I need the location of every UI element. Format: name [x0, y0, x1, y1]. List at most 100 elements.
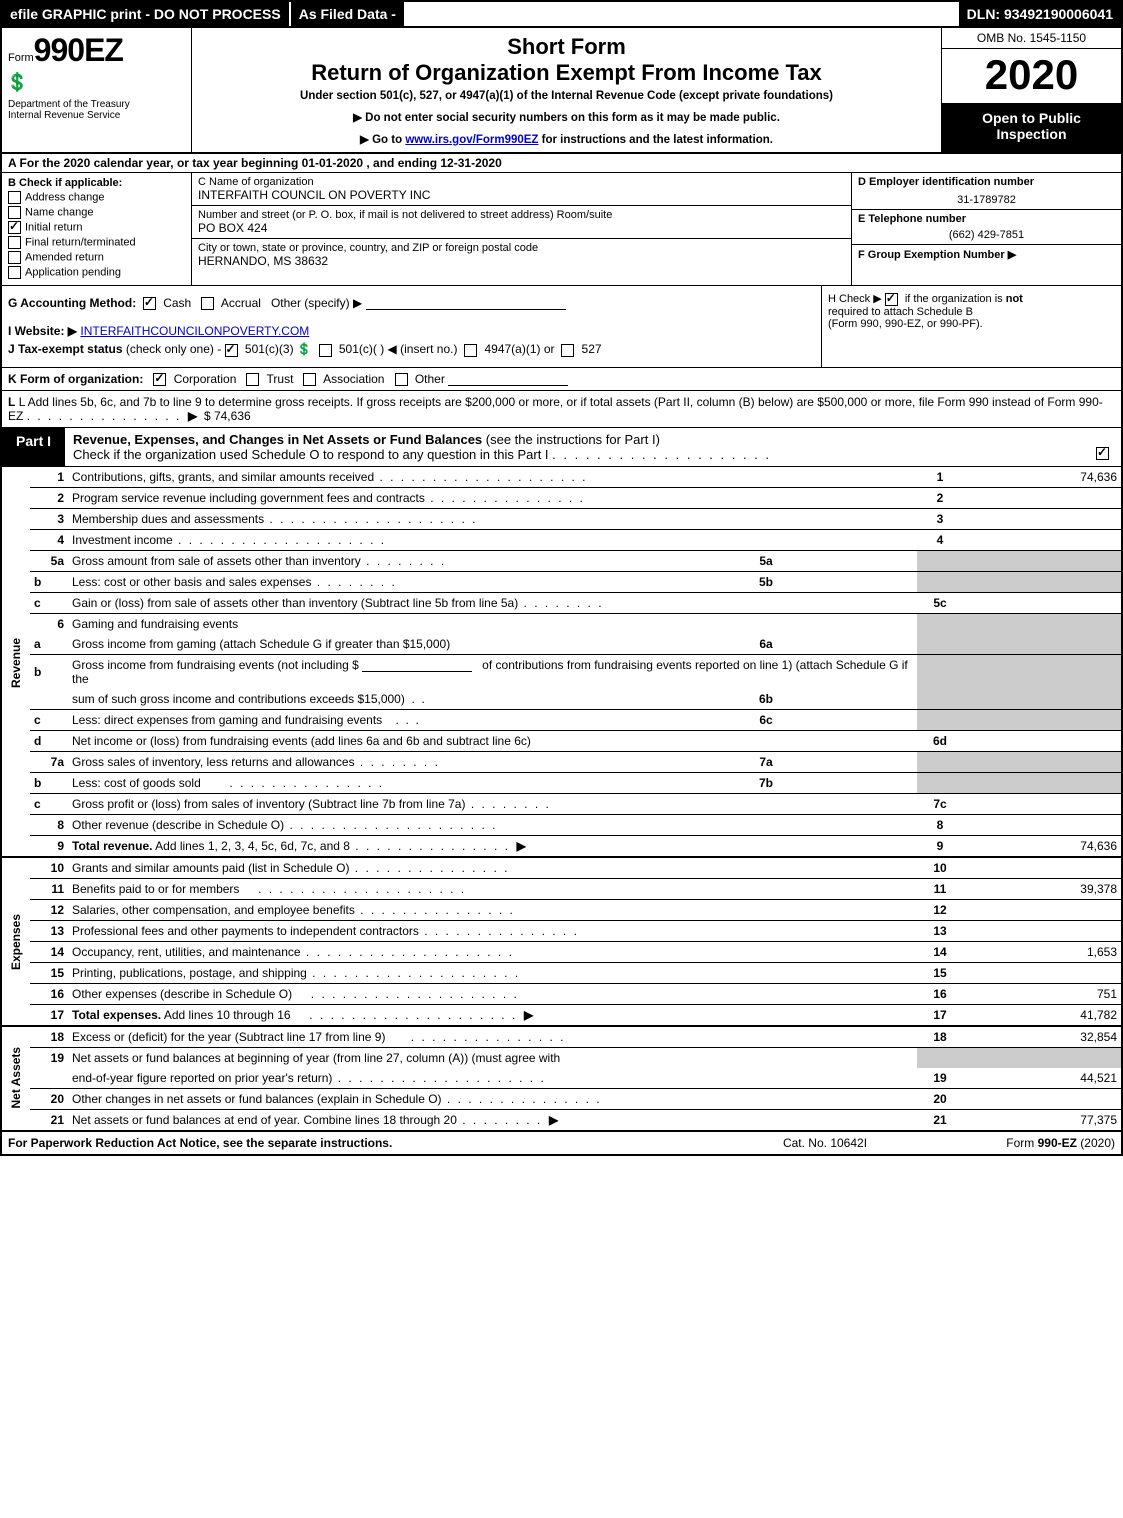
- side-revenue: Revenue: [2, 467, 30, 857]
- val-18: 32,854: [963, 1026, 1121, 1048]
- 6b-blank[interactable]: [362, 659, 472, 672]
- chk-final-return[interactable]: Final return/terminated: [8, 236, 185, 249]
- val-16: 751: [963, 983, 1121, 1004]
- line-5b: b Less: cost or other basis and sales ex…: [2, 571, 1121, 592]
- short-form-title: Short Form: [202, 34, 931, 60]
- top-bar: efile GRAPHIC print - DO NOT PROCESS As …: [2, 2, 1121, 28]
- irs-seal-icon: 💲: [6, 72, 28, 93]
- line-4: 4 Investment income 4: [2, 529, 1121, 550]
- k-other-blank[interactable]: [448, 373, 568, 386]
- h-text4: (Form 990, 990-EZ, or 990-PF).: [828, 318, 983, 330]
- row-ghij: G Accounting Method: Cash Accrual Other …: [2, 286, 1121, 368]
- l-arrow: ▶: [188, 409, 197, 423]
- chk-501c[interactable]: [319, 344, 332, 357]
- line-1: Revenue 1 Contributions, gifts, grants, …: [2, 467, 1121, 488]
- line-7a: 7a Gross sales of inventory, less return…: [2, 751, 1121, 772]
- col-c-org: C Name of organization INTERFAITH COUNCI…: [192, 173, 851, 285]
- d-group: F Group Exemption Number ▶: [852, 245, 1121, 264]
- h-not: not: [1006, 293, 1023, 305]
- dept-treasury: Department of the Treasury: [8, 99, 185, 110]
- chk-app-pending[interactable]: Application pending: [8, 266, 185, 279]
- g-line: G Accounting Method: Cash Accrual Other …: [8, 296, 815, 310]
- chk-corp[interactable]: [153, 373, 166, 386]
- part1-table: Revenue 1 Contributions, gifts, grants, …: [2, 467, 1121, 1131]
- h-text1: H Check ▶: [828, 293, 885, 305]
- line-6b-1: b Gross income from fundraising events (…: [2, 654, 1121, 689]
- line-3: 3 Membership dues and assessments 3: [2, 508, 1121, 529]
- chk-trust[interactable]: [246, 373, 259, 386]
- header-left: Form990EZ 💲 Department of the Treasury I…: [2, 28, 192, 152]
- l-value: $ 74,636: [204, 409, 251, 423]
- side-netassets: Net Assets: [2, 1026, 30, 1131]
- part1-title-block: Revenue, Expenses, and Changes in Net As…: [65, 428, 1121, 466]
- omb-number: OMB No. 1545-1150: [942, 28, 1121, 49]
- c-city-value: HERNANDO, MS 38632: [198, 254, 845, 268]
- goto-pre: ▶ Go to: [360, 134, 405, 146]
- c-city: City or town, state or province, country…: [192, 239, 851, 271]
- chk-amended[interactable]: Amended return: [8, 251, 185, 264]
- g-other-blank[interactable]: [366, 297, 566, 310]
- irs-link[interactable]: www.irs.gov/Form990EZ: [405, 134, 538, 146]
- line-8: 8 Other revenue (describe in Schedule O)…: [2, 814, 1121, 835]
- chk-527[interactable]: [561, 344, 574, 357]
- ghij-left: G Accounting Method: Cash Accrual Other …: [2, 286, 821, 367]
- d-tel-value: (662) 429-7851: [858, 229, 1115, 241]
- d-tel: E Telephone number (662) 429-7851: [852, 210, 1121, 245]
- ssn-warning: ▶ Do not enter social security numbers o…: [202, 110, 931, 124]
- chk-address-change[interactable]: Address change: [8, 191, 185, 204]
- h-box: H Check ▶ if the organization is not req…: [821, 286, 1121, 367]
- header-center: Short Form Return of Organization Exempt…: [192, 28, 941, 152]
- line-17: 17 Total expenses. Add lines 10 through …: [2, 1004, 1121, 1026]
- line-12: 12 Salaries, other compensation, and emp…: [2, 899, 1121, 920]
- part1-title: Revenue, Expenses, and Changes in Net As…: [73, 432, 482, 447]
- d-ein: D Employer identification number 31-1789…: [852, 173, 1121, 210]
- i-website-link[interactable]: INTERFAITHCOUNCILONPOVERTY.COM: [80, 324, 309, 338]
- entity-block: B Check if applicable: Address change Na…: [2, 173, 1121, 286]
- col-d: D Employer identification number 31-1789…: [851, 173, 1121, 285]
- row-l: L L Add lines 5b, 6c, and 7b to line 9 t…: [2, 391, 1121, 428]
- topbar-dln: DLN: 93492190006041: [959, 2, 1121, 26]
- chk-other-org[interactable]: [395, 373, 408, 386]
- chk-assoc[interactable]: [303, 373, 316, 386]
- header-right: OMB No. 1545-1150 2020 Open to Public In…: [941, 28, 1121, 152]
- val-9: 74,636: [963, 835, 1121, 857]
- chk-501c3[interactable]: [225, 344, 238, 357]
- website-line: ▶ Go to www.irs.gov/Form990EZ for instru…: [202, 132, 931, 146]
- chk-cash[interactable]: [143, 297, 156, 310]
- chk-name-change[interactable]: Name change: [8, 206, 185, 219]
- line-19a: 19 Net assets or fund balances at beginn…: [2, 1047, 1121, 1068]
- chk-4947[interactable]: [464, 344, 477, 357]
- j-label: J Tax-exempt status: [8, 342, 123, 356]
- form-subtitle: Under section 501(c), 527, or 4947(a)(1)…: [202, 90, 931, 102]
- c-name: C Name of organization INTERFAITH COUNCI…: [192, 173, 851, 206]
- topbar-efile: efile GRAPHIC print - DO NOT PROCESS: [2, 2, 289, 26]
- val-14: 1,653: [963, 941, 1121, 962]
- chk-h[interactable]: [885, 293, 898, 306]
- line-20: 20 Other changes in net assets or fund b…: [2, 1088, 1121, 1109]
- form-prefix: Form: [8, 52, 34, 64]
- line-15: 15 Printing, publications, postage, and …: [2, 962, 1121, 983]
- i-line: I Website: ▶ INTERFAITHCOUNCILONPOVERTY.…: [8, 324, 815, 338]
- h-text2: if the organization is: [905, 293, 1006, 305]
- d-group-label: F Group Exemption Number ▶: [858, 248, 1115, 261]
- line-21: 21 Net assets or fund balances at end of…: [2, 1109, 1121, 1130]
- footer-right: Form 990-EZ (2020): [915, 1136, 1115, 1150]
- c-addr: Number and street (or P. O. box, if mail…: [192, 206, 851, 239]
- c-city-label: City or town, state or province, country…: [198, 242, 845, 254]
- chk-schedule-o[interactable]: [1096, 447, 1109, 460]
- val-11: 39,378: [963, 878, 1121, 899]
- d-ein-value: 31-1789782: [858, 194, 1115, 206]
- line-7c: c Gross profit or (loss) from sales of i…: [2, 793, 1121, 814]
- footer-catno: Cat. No. 10642I: [735, 1136, 915, 1150]
- val-21: 77,375: [963, 1109, 1121, 1130]
- d-ein-label: D Employer identification number: [858, 176, 1115, 188]
- header-row: Form990EZ 💲 Department of the Treasury I…: [2, 28, 1121, 154]
- chk-initial-return[interactable]: Initial return: [8, 221, 185, 234]
- line-14: 14 Occupancy, rent, utilities, and maint…: [2, 941, 1121, 962]
- d-tel-label: E Telephone number: [858, 213, 1115, 225]
- chk-accrual[interactable]: [201, 297, 214, 310]
- row-a-tax-year: A For the 2020 calendar year, or tax yea…: [2, 154, 1121, 173]
- part1-header: Part I Revenue, Expenses, and Changes in…: [2, 428, 1121, 467]
- line-2: 2 Program service revenue including gove…: [2, 487, 1121, 508]
- g-label: G Accounting Method:: [8, 296, 136, 310]
